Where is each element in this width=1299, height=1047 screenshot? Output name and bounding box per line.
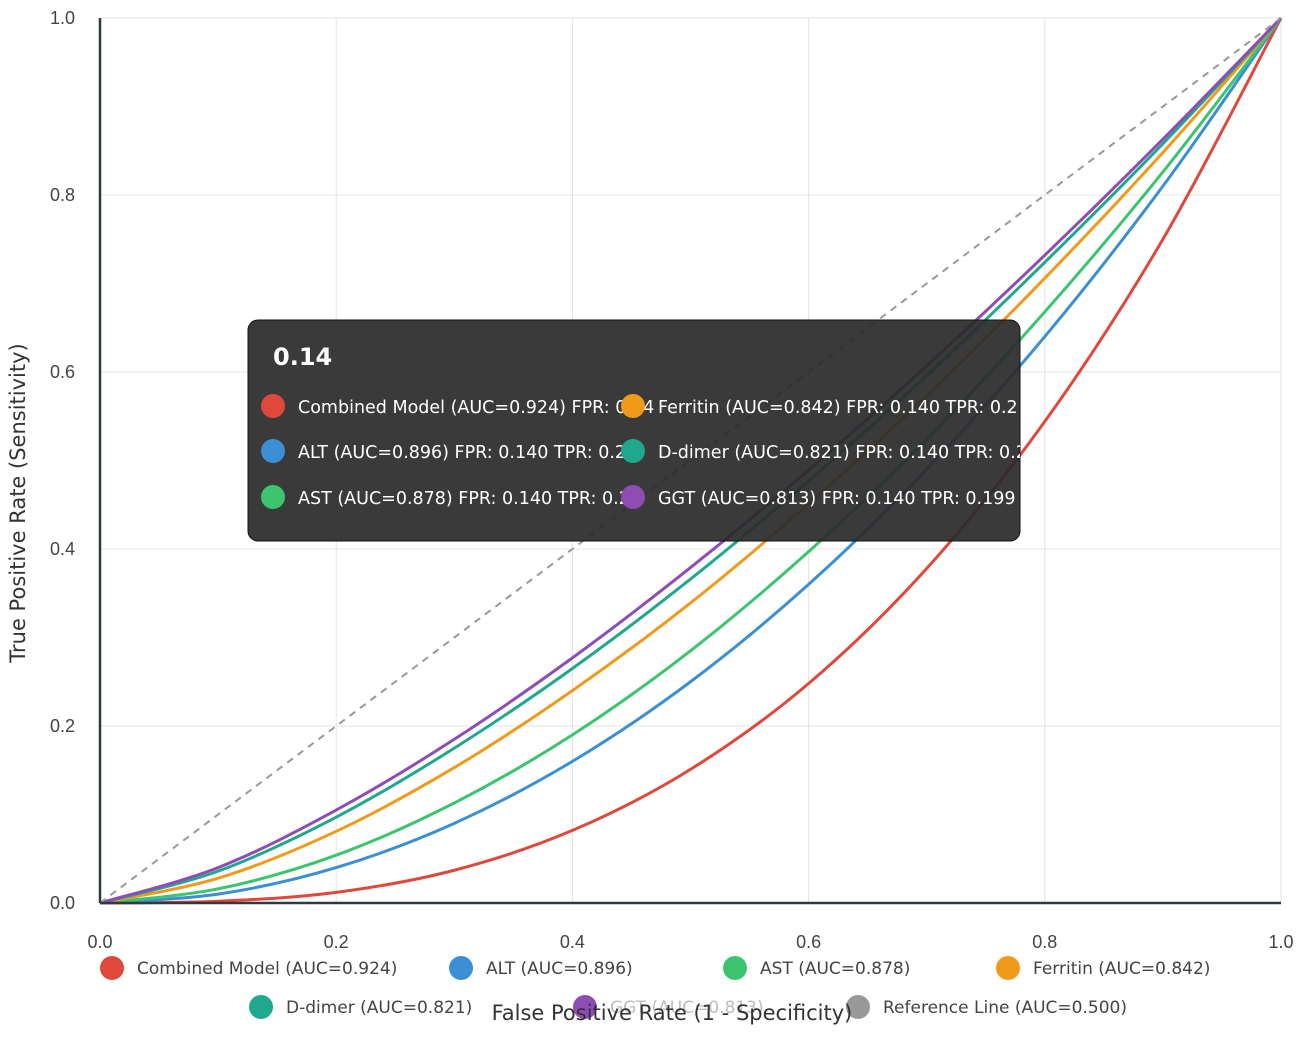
x-tick-label: 0.6 xyxy=(796,932,821,952)
series-line-1 xyxy=(99,17,1283,905)
tooltip-entry: GGT (AUC=0.813) FPR: 0.140 TPR: 0.199 xyxy=(621,485,1016,509)
legend: Combined Model (AUC=0.924) ALT (AUC=0.896… xyxy=(100,956,1210,1019)
series-group xyxy=(99,16,1283,905)
legend-item[interactable]: AST (AUC=0.878) xyxy=(723,956,910,980)
y-tick-label: 0.4 xyxy=(50,539,75,559)
tooltip-entry: Combined Model (AUC=0.924) FPR: 0.14 xyxy=(261,394,654,418)
y-tick-label: 0.8 xyxy=(50,185,75,205)
x-tick-label: 0.2 xyxy=(324,932,349,952)
legend-label: Reference Line (AUC=0.500) xyxy=(883,998,1127,1018)
legend-item[interactable]: D-dimer (AUC=0.821) xyxy=(249,995,472,1019)
tooltip-entry-marker xyxy=(621,439,645,463)
legend-marker xyxy=(249,995,273,1019)
series-line-0 xyxy=(99,17,1283,905)
tooltip-entry: AST (AUC=0.878) FPR: 0.140 TPR: 0.2 xyxy=(261,485,630,509)
legend-label: AST (AUC=0.878) xyxy=(760,959,910,979)
series-line-2 xyxy=(99,17,1283,905)
legend-marker xyxy=(846,995,870,1019)
tooltip-entry-label: AST (AUC=0.878) FPR: 0.140 TPR: 0.2 xyxy=(298,489,630,509)
y-tick-label: 0.2 xyxy=(50,716,75,736)
tooltip-entry-marker xyxy=(261,394,285,418)
legend-marker xyxy=(449,956,473,980)
tooltip-entry-label: ALT (AUC=0.896) FPR: 0.140 TPR: 0.2 xyxy=(298,443,626,463)
legend-item[interactable]: Ferritin (AUC=0.842) xyxy=(996,956,1210,980)
tooltip-entry-marker xyxy=(261,439,285,463)
legend-item[interactable]: GGT (AUC=0.813) xyxy=(573,995,764,1019)
tooltip: 0.14 Combined Model (AUC=0.924) FPR: 0.1… xyxy=(247,319,1027,542)
x-axis-title: False Positive Rate (1 - Specificity) xyxy=(492,1001,853,1025)
legend-label: Combined Model (AUC=0.924) xyxy=(137,959,397,979)
legend-item[interactable]: ALT (AUC=0.896) xyxy=(449,956,633,980)
legend-marker xyxy=(100,956,124,980)
tooltip-entry-marker xyxy=(621,485,645,509)
x-tick-label: 1.0 xyxy=(1268,932,1293,952)
tooltip-entry-label: D-dimer (AUC=0.821) FPR: 0.140 TPR: 0.2 xyxy=(658,443,1027,463)
tooltip-entry: Ferritin (AUC=0.842) FPR: 0.140 TPR: 0.2 xyxy=(621,394,1018,418)
x-tick-label: 0.0 xyxy=(87,932,112,952)
tooltip-entry-marker xyxy=(261,485,285,509)
legend-label: Ferritin (AUC=0.842) xyxy=(1033,959,1210,979)
series-line-5 xyxy=(99,16,1283,905)
grid xyxy=(100,17,1282,903)
legend-label: GGT (AUC=0.813) xyxy=(610,998,764,1018)
y-tick-label: 1.0 xyxy=(50,8,75,28)
y-axis-title: True Positive Rate (Sensitivity) xyxy=(6,343,30,663)
tooltip-entry-marker xyxy=(621,394,645,418)
legend-marker xyxy=(996,956,1020,980)
legend-item[interactable]: Reference Line (AUC=0.500) xyxy=(846,995,1127,1019)
tooltip-entry: D-dimer (AUC=0.821) FPR: 0.140 TPR: 0.2 xyxy=(621,439,1027,463)
x-tick-label: 0.4 xyxy=(560,932,585,952)
series-line-4 xyxy=(99,16,1283,905)
y-tick-label: 0.0 xyxy=(50,893,75,913)
tooltip-box xyxy=(247,319,1021,542)
tooltip-entry-label: Combined Model (AUC=0.924) FPR: 0.14 xyxy=(298,398,654,418)
tooltip-entry-label: GGT (AUC=0.813) FPR: 0.140 TPR: 0.199 xyxy=(658,489,1016,509)
tooltip-entry-label: Ferritin (AUC=0.842) FPR: 0.140 TPR: 0.2 xyxy=(658,398,1018,418)
ticks: 0.0 0.2 0.4 0.6 0.8 1.0 0.0 0.2 0.4 0.6 0.8 1.0 xyxy=(50,8,1294,952)
legend-marker xyxy=(573,995,597,1019)
tooltip-entry: ALT (AUC=0.896) FPR: 0.140 TPR: 0.2 xyxy=(261,439,626,463)
legend-label: ALT (AUC=0.896) xyxy=(486,959,633,979)
series-line-3 xyxy=(99,17,1283,905)
legend-item[interactable]: Combined Model (AUC=0.924) xyxy=(100,956,397,980)
tooltip-title: 0.14 xyxy=(273,343,332,371)
legend-label: D-dimer (AUC=0.821) xyxy=(286,998,472,1018)
legend-marker xyxy=(723,956,747,980)
y-tick-label: 0.6 xyxy=(50,362,75,382)
x-tick-label: 0.8 xyxy=(1032,932,1057,952)
